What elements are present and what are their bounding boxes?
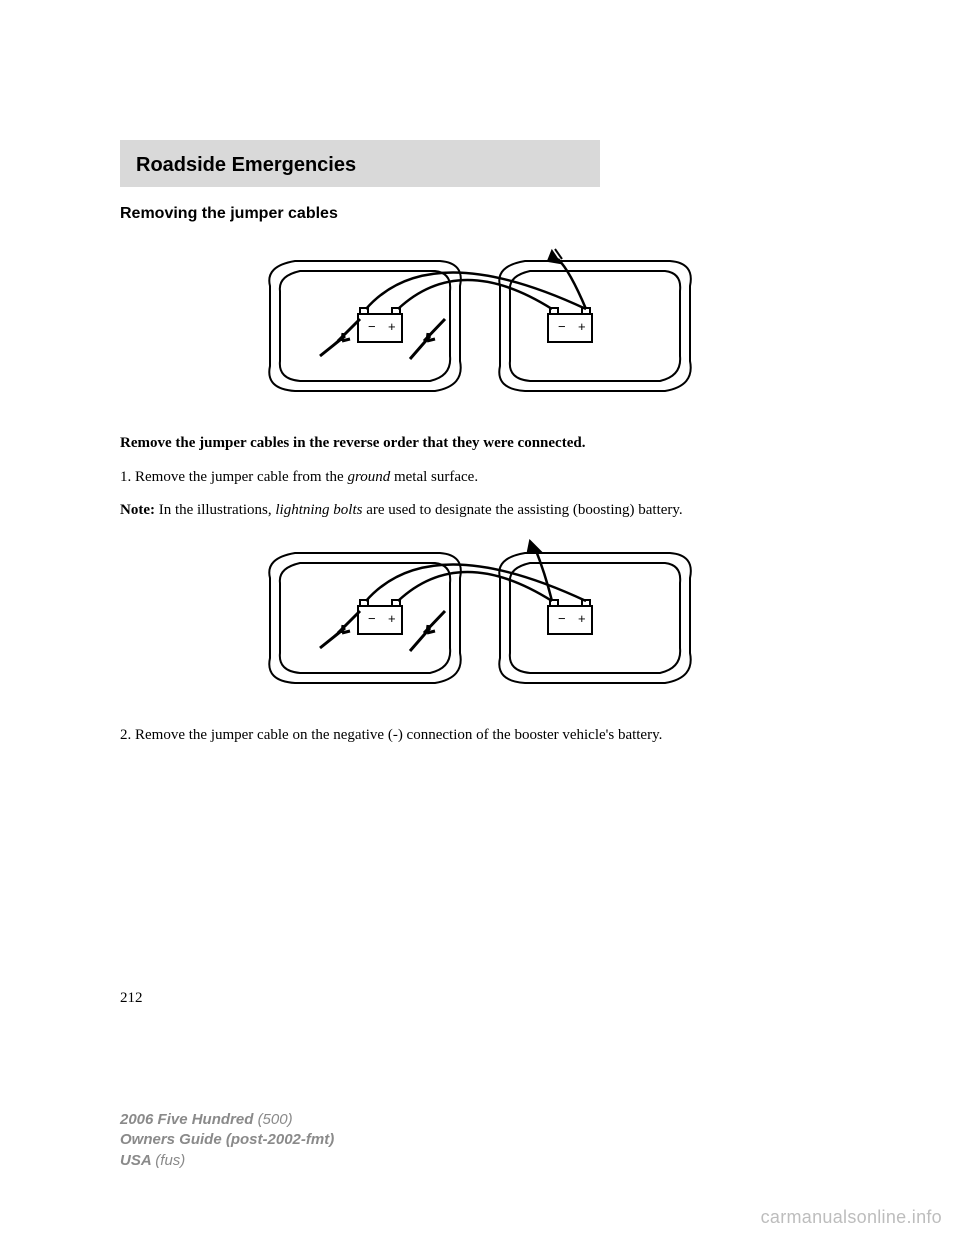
jumper-diagram-2: − + − + [260, 533, 700, 703]
battery-plus-icon: + [388, 319, 396, 334]
footer-region-code: (fus) [155, 1152, 185, 1169]
note-text: Note: In the illustrations, lightning bo… [120, 500, 740, 521]
note-label: Note: [120, 502, 155, 518]
battery-plus-icon: + [578, 319, 586, 334]
battery-minus-icon: − [558, 319, 566, 334]
watermark: carmanualsonline.info [761, 1207, 942, 1228]
page-number: 212 [120, 990, 143, 1007]
battery-minus-icon: − [368, 319, 376, 334]
section-heading: Removing the jumper cables [120, 205, 840, 223]
battery-minus-icon: − [368, 611, 376, 626]
step-1-prefix: 1. Remove the jumper cable from the [120, 469, 347, 485]
note-prefix: In the illustrations, [155, 502, 275, 518]
footer-line-2: Owners Guide (post-2002-fmt) [120, 1130, 334, 1150]
footer: 2006 Five Hundred (500) Owners Guide (po… [120, 1110, 334, 1171]
chapter-header: Roadside Emergencies [120, 140, 600, 187]
note-suffix: are used to designate the assisting (boo… [362, 502, 682, 518]
footer-model: 2006 Five Hundred [120, 1111, 258, 1128]
step-2: 2. Remove the jumper cable on the negati… [120, 725, 740, 746]
manual-page: Roadside Emergencies Removing the jumper… [0, 0, 960, 746]
jumper-diagram-1: − + − + [260, 241, 700, 411]
footer-line-1: 2006 Five Hundred (500) [120, 1110, 334, 1130]
chapter-title: Roadside Emergencies [136, 154, 584, 177]
step-1-italic: ground [347, 469, 390, 485]
footer-region: USA [120, 1152, 155, 1169]
battery-minus-icon: − [558, 611, 566, 626]
footer-line-3: USA (fus) [120, 1151, 334, 1171]
battery-plus-icon: + [578, 611, 586, 626]
battery-plus-icon: + [388, 611, 396, 626]
note-italic: lightning bolts [275, 502, 362, 518]
bold-instruction: Remove the jumper cables in the reverse … [120, 433, 680, 453]
step-1: 1. Remove the jumper cable from the grou… [120, 467, 740, 488]
step-1-suffix: metal surface. [390, 469, 478, 485]
footer-model-code: (500) [258, 1111, 293, 1128]
